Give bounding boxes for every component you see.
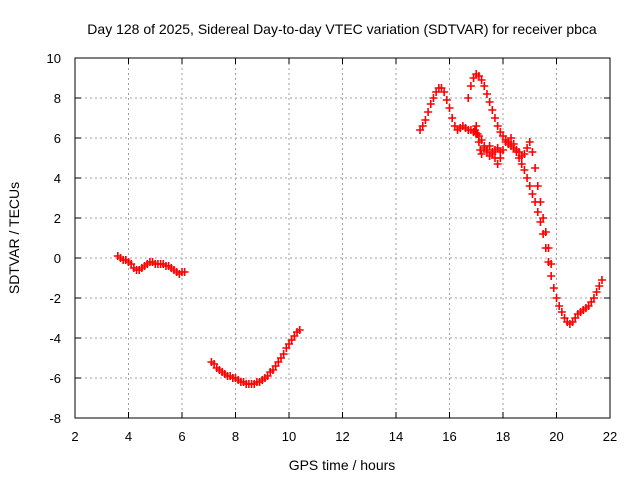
data-point-marker: [442, 96, 451, 104]
y-tick-label: 10: [47, 51, 61, 66]
data-point-marker: [490, 114, 499, 122]
data-point-marker: [555, 302, 564, 310]
data-point-marker: [464, 94, 473, 102]
series-segment-3: [416, 84, 606, 328]
data-point-marker: [531, 164, 540, 172]
axis-ticks: 2 4 6 8 10 12 14 16 18 20 22 -8 -6 -4 -2 0 2 4 6 8 10: [47, 51, 618, 444]
data-point-marker: [547, 260, 556, 268]
series-segment-4: [464, 70, 556, 268]
x-tick-label: 8: [232, 429, 239, 444]
y-tick-label: 8: [54, 91, 61, 106]
data-point-marker: [473, 130, 482, 138]
data-point-marker: [482, 90, 491, 98]
data-point-marker: [488, 106, 497, 114]
data-point-marker: [525, 182, 534, 190]
x-tick-label: 4: [125, 429, 132, 444]
data-point-marker: [539, 214, 548, 222]
data-point-marker: [536, 198, 545, 206]
x-tick-label: 18: [496, 429, 510, 444]
data-point-marker: [480, 82, 489, 90]
data-point-marker: [541, 228, 550, 236]
data-point-marker: [493, 160, 502, 168]
data-point-marker: [533, 182, 542, 190]
data-point-marker: [418, 122, 427, 130]
data-point-marker: [523, 174, 532, 182]
data-point-marker: [476, 146, 485, 154]
x-tick-label: 14: [389, 429, 403, 444]
y-tick-label: 6: [54, 131, 61, 146]
y-tick-label: -6: [49, 371, 61, 386]
y-tick-label: -8: [49, 411, 61, 426]
data-point-marker: [520, 150, 529, 158]
series-segment-5: [470, 122, 505, 160]
data-point-marker: [552, 294, 561, 302]
x-tick-label: 12: [335, 429, 349, 444]
data-point-marker: [477, 76, 486, 84]
data-point-marker: [528, 148, 537, 156]
data-point-marker: [544, 244, 553, 252]
y-tick-label: 0: [54, 251, 61, 266]
data-point-marker: [279, 350, 288, 358]
y-tick-label: -4: [49, 331, 61, 346]
chart-title: Day 128 of 2025, Sidereal Day-to-day VTE…: [87, 21, 597, 37]
data-point-marker: [180, 268, 189, 276]
data-point-marker: [517, 160, 526, 168]
data-point-marker: [547, 272, 556, 280]
data-point-marker: [589, 294, 598, 302]
data-point-marker: [597, 276, 606, 284]
series-segment-1: [113, 252, 189, 278]
data-point-marker: [295, 326, 304, 334]
x-tick-label: 10: [282, 429, 296, 444]
data-point-marker: [485, 142, 494, 150]
series-segment-2: [207, 326, 304, 388]
data-point-marker: [448, 114, 457, 122]
data-point-marker: [533, 208, 542, 216]
data-point-marker: [595, 282, 604, 290]
y-tick-label: -2: [49, 291, 61, 306]
x-tick-label: 16: [442, 429, 456, 444]
data-point-marker: [525, 138, 534, 146]
y-axis-label: SDTVAR / TECUs: [6, 182, 22, 294]
data-point-marker: [445, 104, 454, 112]
x-axis-label: GPS time / hours: [289, 457, 396, 473]
data-point-marker: [426, 100, 435, 108]
data-point-marker: [549, 284, 558, 292]
data-point-marker: [421, 116, 430, 124]
data-point-marker: [557, 308, 566, 316]
data-point-marker: [493, 122, 502, 130]
data-points: [113, 70, 606, 388]
data-point-marker: [592, 288, 601, 296]
grid: [75, 58, 610, 418]
data-point-marker: [523, 144, 532, 152]
data-point-marker: [424, 108, 433, 116]
data-point-marker: [429, 94, 438, 102]
x-tick-label: 6: [178, 429, 185, 444]
data-point-marker: [474, 138, 483, 146]
data-point-marker: [485, 98, 494, 106]
data-point-marker: [520, 166, 529, 174]
data-point-marker: [528, 190, 537, 198]
x-tick-label: 20: [549, 429, 563, 444]
x-tick-label: 2: [71, 429, 78, 444]
x-tick-label: 22: [603, 429, 617, 444]
y-tick-label: 2: [54, 211, 61, 226]
y-tick-label: 4: [54, 171, 61, 186]
data-point-marker: [466, 82, 475, 90]
data-point-marker: [477, 150, 486, 158]
data-point-marker: [472, 122, 481, 130]
data-point-marker: [440, 88, 449, 96]
data-point-marker: [496, 148, 505, 156]
